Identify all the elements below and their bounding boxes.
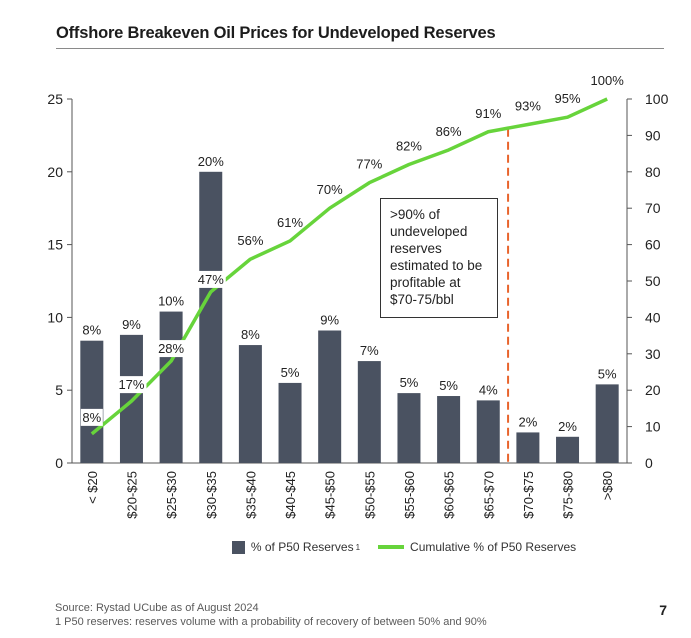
line-value-label: 82% [396,139,422,154]
legend-bar-swatch [231,540,245,554]
line-value-label: 100% [591,73,625,88]
bar-value-label: 7% [360,343,379,358]
line-value-label: 47% [198,272,224,287]
bar [357,361,381,463]
bar [476,400,500,463]
right-axis-tick-label: 50 [645,273,661,289]
line-value-label: 70% [317,182,343,197]
bar [318,330,342,463]
bar-value-label: 8% [82,323,101,338]
right-axis-tick-label: 0 [645,455,653,471]
left-axis-tick-label: 0 [55,455,63,471]
right-axis-tick-label: 10 [645,419,661,435]
left-axis-tick-label: 20 [47,164,63,180]
line-value-label: 28% [158,341,184,356]
bar-value-label: 20% [198,154,224,169]
bar-value-label: 9% [320,313,339,328]
bar [556,436,580,463]
bar-value-label: 8% [241,327,260,342]
line-label-background [156,340,187,358]
line-value-label: 93% [515,98,541,113]
bar [80,340,104,463]
bar-value-label: 5% [400,375,419,390]
line-value-label: 61% [277,215,303,230]
footnote: 1 P50 reserves: reserves volume with a p… [55,616,487,628]
footer: Source: Rystad UCube as of August 2024 1… [55,601,487,629]
right-axis-tick-label: 90 [645,127,661,143]
x-axis-tick-label: $65-$70 [481,471,496,519]
right-axis-tick-label: 70 [645,200,661,216]
line-label-background [116,376,147,394]
legend-bar-label: % of P50 Reserves [250,540,354,554]
legend-line-swatch [378,545,405,549]
bar-value-label: 5% [439,378,458,393]
x-axis-tick-label: $50-$55 [362,471,377,519]
bar-value-label: 5% [598,366,617,381]
bar-value-label: 5% [281,365,300,380]
line-value-label: 17% [118,377,144,392]
bar-value-label: 4% [479,382,498,397]
x-axis-tick-label: $25-$30 [164,471,179,519]
x-axis-tick-label: $60-$65 [442,471,457,519]
line-value-label: 91% [475,106,501,121]
bar [437,396,461,463]
x-axis-tick-label: $70-$75 [521,471,536,519]
x-axis-tick-label: $20-$25 [124,471,139,519]
right-axis-tick-label: 40 [645,309,661,325]
right-axis-tick-label: 30 [645,346,661,362]
right-axis-tick-label: 100 [645,91,669,107]
x-axis-tick-label: $35-$40 [243,471,258,519]
left-axis-tick-label: 5 [55,382,63,398]
right-axis-tick-label: 20 [645,382,661,398]
bar-value-label: 2% [558,419,577,434]
legend-line-label: Cumulative % of P50 Reserves [410,540,577,554]
chart-title: Offshore Breakeven Oil Prices for Undeve… [56,24,496,42]
source-note: Source: Rystad UCube as of August 2024 [55,602,259,614]
legend-item-bars: % of P50 Reserves 1 [115,540,360,554]
left-axis-tick-label: 15 [47,237,63,253]
x-axis-tick-label: $55-$60 [402,471,417,519]
bar [397,393,421,463]
bar [516,432,540,463]
bar [159,311,183,463]
line-label-background [80,408,103,426]
bar-value-label: 2% [518,414,537,429]
right-axis-tick-label: 80 [645,164,661,180]
line-value-label: 95% [555,91,581,106]
x-axis-tick-label: $75-$80 [561,471,576,519]
x-axis-tick-label: $45-$50 [323,471,338,519]
legend-item-line: Cumulative % of P50 Reserves [372,540,576,554]
left-axis-tick-label: 25 [47,91,63,107]
line-value-label: 56% [237,233,263,248]
line-value-label: 77% [356,157,382,172]
bar-value-label: 10% [158,294,184,309]
line-value-label: 8% [82,410,101,425]
right-axis-tick-label: 60 [645,237,661,253]
legend: % of P50 Reserves 1 Cumulative % of P50 R… [0,540,691,554]
line-value-label: 86% [436,124,462,139]
bar [238,345,262,463]
annotation-box: >90% of undeveloped reserves estimated t… [380,198,498,318]
page-number: 7 [659,602,667,618]
title-divider [56,48,664,49]
bar [278,382,302,463]
bar [199,171,223,464]
bar [595,384,619,463]
x-axis-tick-label: < $20 [85,471,100,504]
left-axis-tick-label: 10 [47,309,63,325]
legend-footnote-mark: 1 [355,542,361,552]
x-axis-tick-label: >$80 [600,471,615,500]
chart-area: 0 5 10 15 20 25 0 10 20 30 40 50 60 70 80 90 100 8% 9% 10% 2… [47,73,669,519]
x-axis-tick-label: $30-$35 [204,471,219,519]
bar-value-label: 9% [122,317,141,332]
line-label-background [195,270,226,288]
x-axis-tick-label: $40-$45 [283,471,298,519]
